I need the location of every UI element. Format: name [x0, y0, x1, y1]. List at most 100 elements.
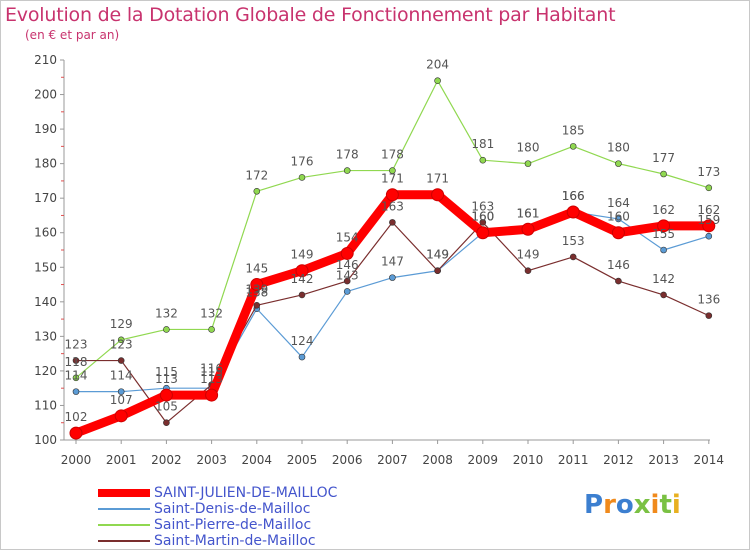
data-label: 161	[517, 206, 540, 220]
data-label: 102	[65, 410, 88, 424]
legend-swatch	[98, 508, 150, 510]
data-point	[295, 264, 309, 278]
data-point	[163, 419, 170, 427]
x-tick-label: 2000	[61, 453, 92, 467]
chart-title: Evolution de la Dotation Globale de Fonc…	[5, 4, 616, 26]
x-tick-label: 2012	[603, 453, 634, 467]
x-tick-label: 2001	[106, 453, 137, 467]
data-label: 149	[426, 248, 449, 262]
proxiti-logo: Proxiti	[584, 490, 681, 520]
data-label: 160	[607, 210, 630, 224]
data-label: 185	[562, 123, 585, 137]
x-tick-label: 2004	[242, 453, 273, 467]
x-tick-label: 2002	[151, 453, 182, 467]
legend-item-saint-julien[interactable]: SAINT-JULIEN-DE-MAILLOC	[98, 485, 337, 501]
data-label: 138	[245, 286, 268, 300]
data-point	[298, 353, 306, 361]
data-point	[660, 170, 667, 178]
y-tick-label: 150	[34, 260, 57, 274]
data-point	[524, 160, 532, 167]
data-point	[208, 326, 215, 333]
data-point	[479, 219, 487, 226]
y-tick-label: 120	[34, 364, 57, 378]
data-point	[431, 188, 445, 202]
data-label: 149	[291, 248, 314, 262]
logo-letter: i	[650, 490, 660, 520]
data-point	[569, 143, 577, 150]
data-point	[250, 278, 264, 292]
x-tick-label: 2011	[558, 453, 589, 467]
y-tick-label: 140	[34, 295, 57, 309]
data-point	[615, 277, 622, 285]
legend-swatch	[98, 489, 150, 497]
data-label: 147	[381, 255, 404, 269]
data-point	[566, 205, 580, 219]
data-label: 105	[155, 400, 178, 414]
data-point	[479, 156, 487, 164]
data-label: 171	[426, 172, 449, 186]
legend-item-saint-martin[interactable]: Saint-Martin-de-Mailloc	[98, 533, 337, 549]
x-tick-label: 2009	[468, 453, 499, 467]
data-point	[434, 77, 441, 85]
data-point	[205, 388, 219, 402]
data-label: 159	[697, 213, 720, 227]
data-label: 162	[697, 203, 720, 217]
logo-letter: t	[659, 490, 672, 520]
data-point	[702, 219, 716, 233]
y-tick-label: 190	[34, 122, 57, 136]
data-label: 142	[652, 272, 675, 286]
data-point	[72, 388, 80, 395]
data-label: 181	[471, 137, 494, 151]
data-label: 154	[336, 230, 359, 244]
data-label: 132	[200, 306, 223, 320]
data-label: 176	[291, 154, 314, 168]
legend-item-saint-denis[interactable]: Saint-Denis-de-Mailloc	[98, 501, 337, 517]
data-label: 166	[562, 189, 585, 203]
data-point	[343, 277, 351, 285]
data-label: 171	[381, 172, 404, 186]
logo-letter: i	[671, 490, 681, 520]
data-label: 136	[697, 293, 720, 307]
data-point	[253, 301, 261, 309]
data-label: 146	[607, 258, 630, 272]
data-label: 129	[110, 317, 133, 331]
x-tick-label: 2013	[648, 453, 679, 467]
data-label: 114	[110, 369, 133, 383]
x-tick-label: 2010	[513, 453, 544, 467]
data-label: 153	[562, 234, 585, 248]
data-label: 166	[562, 189, 585, 203]
legend-label: Saint-Pierre-de-Mailloc	[154, 517, 312, 533]
data-point	[521, 222, 535, 236]
legend-swatch	[98, 540, 150, 542]
data-label: 143	[336, 268, 359, 282]
data-label: 204	[426, 58, 449, 72]
data-point	[615, 160, 622, 167]
data-label: 114	[65, 369, 88, 383]
legend-item-saint-pierre[interactable]: Saint-Pierre-de-Mailloc	[98, 517, 337, 533]
legend-label: Saint-Martin-de-Mailloc	[154, 533, 316, 549]
data-point	[389, 167, 396, 174]
logo-letter: o	[615, 490, 634, 520]
data-point	[163, 326, 170, 333]
data-point	[340, 246, 354, 260]
data-label: 115	[155, 365, 178, 379]
data-label: 113	[155, 372, 178, 386]
y-tick-label: 130	[34, 329, 57, 343]
data-label: 107	[110, 393, 133, 407]
x-tick-label: 2014	[694, 453, 725, 467]
y-tick-label: 100	[34, 433, 57, 447]
data-label: 178	[336, 148, 359, 162]
x-tick-label: 2006	[332, 453, 363, 467]
y-tick-label: 160	[34, 226, 57, 240]
legend-swatch	[98, 524, 150, 526]
data-label: 178	[381, 148, 404, 162]
legend-label: SAINT-JULIEN-DE-MAILLOC	[154, 485, 338, 501]
x-tick-label: 2003	[196, 453, 227, 467]
data-label: 163	[381, 199, 404, 213]
data-point	[298, 174, 306, 181]
legend: SAINT-JULIEN-DE-MAILLOC Saint-Denis-de-M…	[98, 485, 337, 549]
data-point	[389, 274, 396, 281]
x-tick-label: 2008	[422, 453, 453, 467]
legend-label: Saint-Denis-de-Mailloc	[154, 501, 311, 517]
